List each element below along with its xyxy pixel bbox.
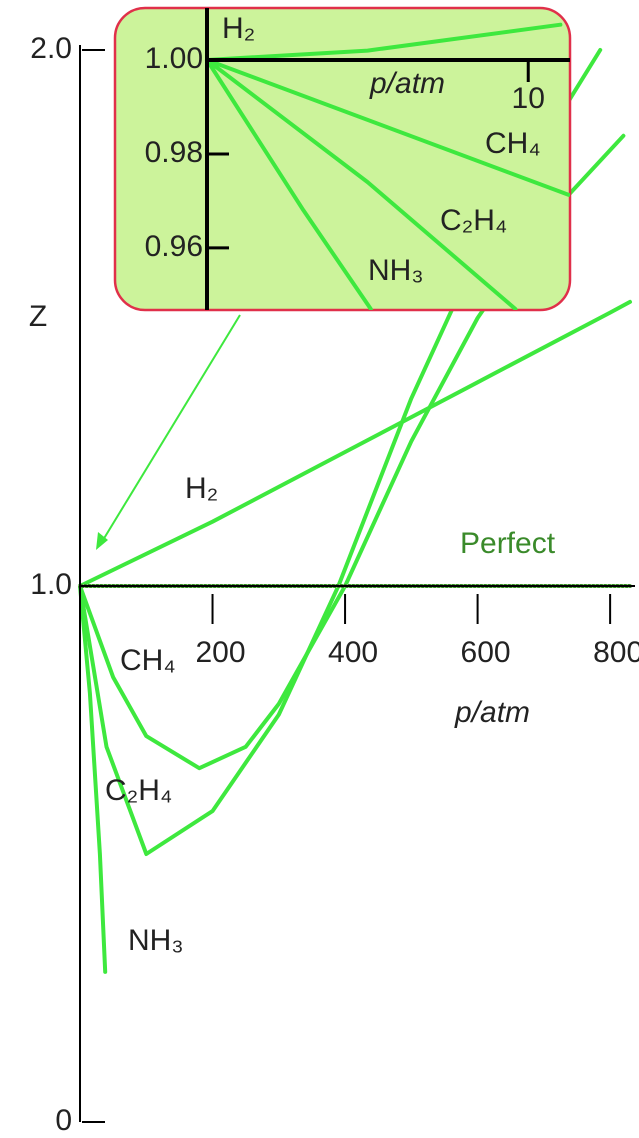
- series-label: CH₄: [485, 127, 541, 160]
- inset-labels: H₂ CH₄ C₂H₄ NH₃ 1.00 0.98 0.96 10 p/atm: [145, 12, 545, 287]
- y-tick-label: 0.98: [145, 136, 203, 169]
- x-tick-label: 200: [195, 636, 245, 669]
- series-line: [78, 299, 632, 588]
- series-line: [205, 58, 518, 310]
- series-label: CH₄: [120, 644, 176, 677]
- series-line: [205, 22, 563, 62]
- arrow-head: [96, 532, 108, 550]
- series-line: [205, 58, 373, 310]
- x-axis-label: p/atm: [369, 67, 445, 100]
- y-tick-label: 1.0: [30, 568, 72, 601]
- pointer-arrow: [99, 314, 241, 546]
- series-label: H₂: [185, 472, 218, 505]
- y-tick-label: 0.96: [145, 230, 203, 263]
- series-label: H₂: [222, 12, 255, 45]
- series-label: C₂H₄: [105, 774, 172, 807]
- y-tick-label: 2.0: [30, 32, 72, 65]
- series-label: Perfect: [460, 527, 556, 560]
- x-tick-label: 400: [328, 636, 378, 669]
- y-axis-label: Z: [29, 300, 47, 333]
- series-line: [205, 58, 570, 197]
- inset-plot: [205, 8, 570, 310]
- series-label: NH₃: [128, 924, 184, 957]
- x-tick-label: 600: [461, 636, 511, 669]
- x-tick-label: 10: [512, 82, 545, 115]
- y-tick-label: 0: [55, 1104, 72, 1137]
- x-tick-label: 800: [593, 636, 639, 669]
- y-tick-label: 1.00: [145, 42, 203, 75]
- series-label: C₂H₄: [440, 204, 507, 237]
- inset-box: [113, 6, 572, 312]
- main-plot: H₂ CH₄ C₂H₄ NH₃ Perfect 0 1.0 2.0 200 400 600 800 p/…: [29, 32, 639, 1137]
- x-axis-label: p/atm: [454, 696, 530, 729]
- series-label: NH₃: [368, 254, 424, 287]
- series-line: [78, 584, 108, 974]
